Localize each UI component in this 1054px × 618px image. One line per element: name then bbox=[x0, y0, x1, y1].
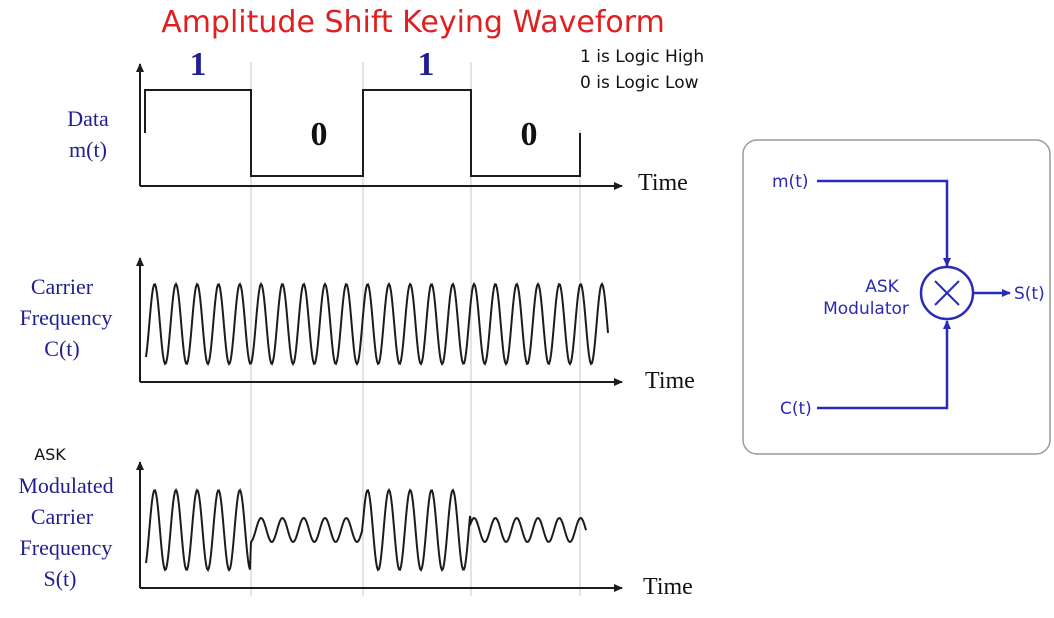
mt-signal-path bbox=[817, 179, 951, 267]
legend-logic-low: 0 is Logic Low bbox=[580, 73, 699, 93]
data-label-mt: m(t) bbox=[69, 137, 107, 162]
carrier-wave bbox=[145, 281, 609, 366]
output-st-label: S(t) bbox=[1014, 284, 1045, 304]
carrier-time-label: Time bbox=[645, 368, 695, 394]
diagram-title: Amplitude Shift Keying Waveform bbox=[161, 5, 665, 40]
modulated-label-frequency: Frequency bbox=[20, 535, 113, 560]
bit-label: 0 bbox=[311, 116, 328, 153]
carrier-plot: Carrier Frequency C(t) Time bbox=[20, 257, 695, 394]
input-ct-label: C(t) bbox=[780, 399, 812, 419]
legend-logic-high: 1 is Logic High bbox=[580, 47, 704, 67]
modulator-name-ask: ASK bbox=[865, 277, 899, 297]
modulated-label: Modulated bbox=[18, 473, 113, 498]
modulated-time-label: Time bbox=[643, 574, 693, 600]
ct-signal-path bbox=[817, 320, 951, 410]
bit-label: 1 bbox=[418, 46, 435, 83]
data-label: Data bbox=[67, 106, 109, 131]
carrier-label: Carrier bbox=[31, 274, 94, 299]
modulator-name: Modulator bbox=[823, 299, 909, 319]
bit-label: 1 bbox=[190, 46, 207, 83]
input-mt-label: m(t) bbox=[772, 172, 809, 192]
multiply-icon bbox=[934, 280, 960, 306]
bit-label: 0 bbox=[521, 116, 538, 153]
modulated-label-carrier: Carrier bbox=[31, 504, 94, 529]
ask-small-label: ASK bbox=[34, 445, 66, 464]
ask-modulator-block: m(t) C(t) S(t) ASK Modulator bbox=[742, 139, 1051, 455]
carrier-label-ct: C(t) bbox=[44, 336, 79, 361]
modulated-plot: ASK Modulated Carrier Frequency S(t) Tim… bbox=[18, 445, 692, 600]
modulated-label-st: S(t) bbox=[44, 566, 77, 591]
carrier-label-frequency: Frequency bbox=[20, 305, 113, 330]
data-plot: Data m(t) 1 0 1 0 Time bbox=[67, 46, 688, 196]
modulated-wave bbox=[145, 488, 587, 572]
data-square-wave bbox=[144, 89, 581, 177]
block-frame bbox=[742, 139, 1051, 455]
data-time-label: Time bbox=[638, 170, 688, 196]
